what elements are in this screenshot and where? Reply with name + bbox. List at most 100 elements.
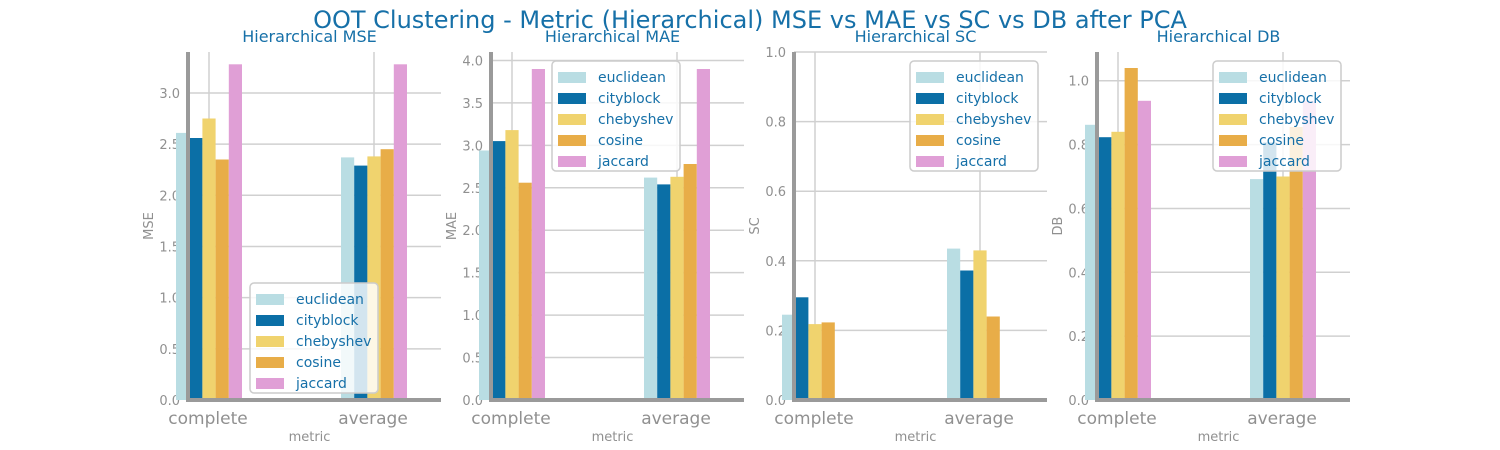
legend-swatch-chebyshev [916,114,944,125]
chart-panel-1: Hierarchical MSE 0.0 0.5 1.0 1.5 2.0 2.5 3.0 com… [142,27,441,445]
bar-cityblock-complete [795,297,809,400]
bar-cityblock-complete [189,138,203,400]
y-tick-label: 3.0 [159,87,180,102]
legend-label-cityblock: cityblock [1259,91,1322,107]
legend-label-chebyshev: chebyshev [296,334,371,350]
legend-label-jaccard: jaccard [295,376,347,392]
legend-label-cosine: cosine [296,355,341,371]
bar-cosine-complete [215,159,229,400]
bar-jaccard-average [393,64,407,401]
bar-jaccard-complete [531,69,545,400]
x-axis-label: metric [895,430,937,445]
bar-cityblock-complete [492,141,506,400]
y-axis-label: MSE [142,212,157,240]
chart-legend: euclidean cityblock chebyshev cosine jaccard [909,60,1039,172]
bar-cityblock-average [657,184,671,400]
bar-chebyshev-complete [202,118,216,400]
legend-swatch-cosine [558,135,586,146]
bar-jaccard-average [696,69,710,400]
bar-cityblock-average [1263,142,1277,400]
y-tick-label: 0.0 [462,394,483,409]
y-tick-label: 1.0 [1068,75,1089,90]
chart-title: Hierarchical MAE [545,27,680,46]
y-axis-label: SC [748,217,763,234]
y-axis-label: DB [1051,217,1066,236]
bar-euclidean-average [947,248,961,400]
legend-swatch-cityblock [916,93,944,104]
x-axis-label: metric [1198,430,1240,445]
legend-swatch-euclidean [558,72,586,83]
bar-chebyshev-average [973,250,987,400]
x-axis-label: metric [592,430,634,445]
legend-label-cosine: cosine [598,133,643,149]
legend-swatch-cityblock [256,315,284,326]
legend-label-euclidean: euclidean [1259,70,1327,86]
bar-jaccard-complete [228,64,242,401]
legend-swatch-chebyshev [558,114,586,125]
legend-label-chebyshev: chebyshev [598,112,673,128]
bar-cosine-average [986,316,1000,400]
bar-chebyshev-complete [505,130,519,400]
chart-title: Hierarchical DB [1157,27,1281,46]
y-tick-label: 1.0 [462,309,483,324]
legend-swatch-cosine [1219,135,1247,146]
y-axis-label: MAE [445,212,460,240]
legend-label-euclidean: euclidean [956,70,1024,86]
bar-euclidean-complete [1085,124,1099,401]
figure-suptitle: OOT Clustering - Metric (Hierarchical) M… [313,6,1187,34]
chart-panel-2: Hierarchical MAE 0.0 0.5 1.0 1.5 2.0 2.5 3.0 3.5… [445,27,744,445]
bar-chebyshev-complete [1111,131,1125,401]
y-tick-label: 0.2 [1068,330,1089,345]
y-tick-label: 0.6 [765,185,786,200]
legend-label-euclidean: euclidean [296,292,364,308]
legend-swatch-jaccard [558,156,586,167]
chart-panel-3: Hierarchical SC 0.0 0.2 0.4 0.6 0.8 1.0 complet… [748,27,1047,445]
y-tick-label: 0.5 [159,343,180,358]
legend-swatch-jaccard [916,156,944,167]
bar-euclidean-average [644,177,658,400]
chart-title: Hierarchical MSE [242,27,377,46]
bar-cosine-complete [518,182,532,400]
bar-euclidean-complete [479,150,493,400]
x-tick-label: complete [471,409,550,429]
x-tick-label: average [944,409,1014,429]
y-tick-label: 0.2 [765,324,786,339]
legend-swatch-chebyshev [1219,114,1247,125]
legend-label-jaccard: jaccard [1258,154,1310,170]
y-tick-label: 3.5 [462,97,483,112]
legend-label-chebyshev: chebyshev [1259,112,1334,128]
bar-cosine-average [380,149,394,400]
chart-title: Hierarchical SC [855,27,977,46]
legend-label-chebyshev: chebyshev [956,112,1031,128]
y-tick-label: 1.5 [159,240,180,255]
x-tick-label: complete [1077,409,1156,429]
x-tick-label: average [1247,409,1317,429]
y-tick-label: 1.5 [462,267,483,282]
y-tick-label: 3.0 [462,139,483,154]
legend-swatch-jaccard [1219,156,1247,167]
x-tick-label: average [641,409,711,429]
legend-label-jaccard: jaccard [597,154,649,170]
y-tick-label: 0.0 [159,394,180,409]
legend-label-cosine: cosine [956,133,1001,149]
chart-legend: euclidean cityblock chebyshev cosine jaccard [551,60,681,172]
bar-euclidean-complete [782,314,796,400]
legend-label-cityblock: cityblock [296,313,359,329]
chart-legend: euclidean cityblock chebyshev cosine jaccard [249,282,379,394]
x-tick-label: average [338,409,408,429]
legend-label-jaccard: jaccard [955,154,1007,170]
bar-chebyshev-average [670,176,684,400]
bar-jaccard-complete [1137,100,1151,401]
x-tick-label: complete [774,409,853,429]
legend-swatch-euclidean [916,72,944,83]
legend-swatch-chebyshev [256,336,284,347]
y-tick-label: 0.4 [1068,266,1089,281]
y-tick-label: 2.0 [159,189,180,204]
y-tick-label: 0.8 [765,116,786,131]
legend-label-cosine: cosine [1259,133,1304,149]
y-tick-label: 2.5 [159,138,180,153]
y-tick-label: 0.8 [1068,139,1089,154]
y-tick-label: 0.4 [765,255,786,270]
bar-cosine-average [1289,127,1303,400]
